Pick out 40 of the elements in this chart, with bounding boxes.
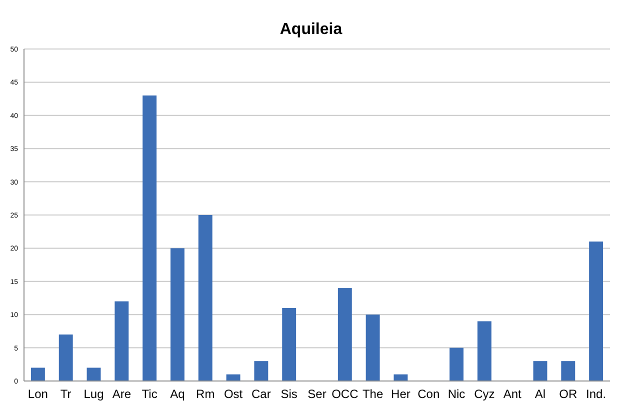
x-tick-label: Are bbox=[112, 387, 132, 401]
x-tick-label: Ser bbox=[308, 387, 326, 401]
x-tick-label: Aq bbox=[170, 387, 185, 401]
bar bbox=[533, 361, 548, 381]
bar bbox=[366, 314, 380, 381]
x-tick-label: Rm bbox=[196, 387, 215, 401]
x-tick-label: Car bbox=[252, 387, 271, 401]
x-tick-label: Cyz bbox=[474, 387, 495, 401]
bar bbox=[114, 301, 129, 381]
bar bbox=[338, 288, 352, 381]
x-tick-label: Ost bbox=[224, 387, 244, 401]
bar bbox=[170, 248, 184, 381]
x-tick-label: Ant bbox=[503, 387, 522, 401]
bar bbox=[450, 348, 464, 381]
x-tick-label: Lon bbox=[28, 387, 48, 401]
x-tick-label: Tr bbox=[60, 387, 72, 401]
bar bbox=[198, 215, 212, 381]
x-tick-label: Nic bbox=[448, 387, 466, 401]
x-tick-label: The bbox=[362, 387, 384, 401]
bar bbox=[30, 368, 45, 381]
bar bbox=[561, 361, 576, 381]
x-tick-label: Con bbox=[418, 387, 440, 401]
bar bbox=[226, 374, 240, 381]
bar bbox=[282, 308, 296, 381]
bar bbox=[589, 242, 604, 381]
x-tick-label: OCC bbox=[332, 387, 359, 401]
x-tick-label: Al bbox=[534, 387, 546, 401]
x-tick-label: Lug bbox=[84, 387, 104, 401]
bar bbox=[254, 361, 268, 381]
bar bbox=[394, 374, 408, 381]
chart-title: Aquileia bbox=[280, 21, 342, 38]
x-tick-label: Sis bbox=[280, 387, 298, 401]
bar bbox=[142, 95, 157, 381]
x-tick-label: OR bbox=[559, 387, 578, 401]
bar bbox=[86, 368, 101, 381]
x-tick-label: Her bbox=[391, 387, 410, 401]
bar bbox=[58, 334, 73, 381]
x-tick-label: Tic bbox=[142, 387, 158, 401]
x-tick-label: Ind. bbox=[586, 387, 606, 401]
bar bbox=[477, 321, 492, 381]
